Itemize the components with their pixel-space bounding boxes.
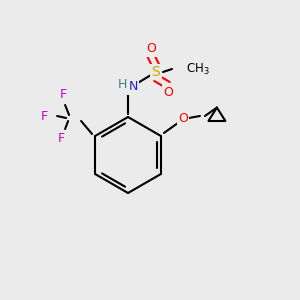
- Text: F: F: [40, 110, 48, 122]
- Text: O: O: [178, 112, 188, 124]
- Text: F: F: [58, 133, 65, 146]
- Text: H: H: [117, 79, 127, 92]
- Text: N: N: [128, 80, 138, 94]
- Text: CH$_3$: CH$_3$: [186, 61, 210, 76]
- Text: F: F: [59, 88, 67, 101]
- Text: S: S: [152, 65, 160, 79]
- Text: O: O: [163, 85, 173, 98]
- Text: O: O: [146, 43, 156, 56]
